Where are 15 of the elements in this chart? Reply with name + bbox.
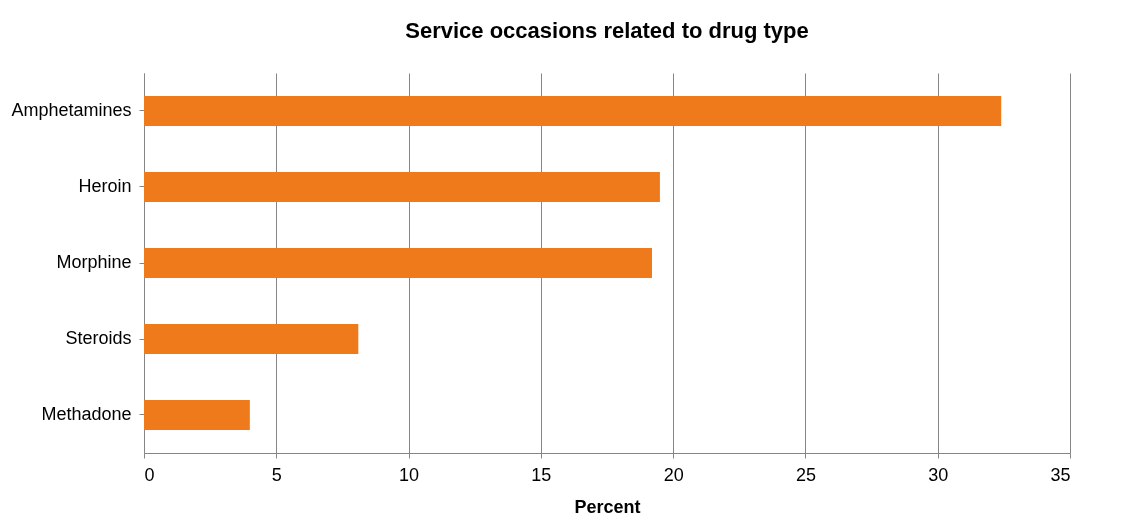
y-tick-label: Amphetamines	[11, 100, 132, 120]
x-tick-label: 0	[144, 464, 155, 485]
x-tick-label: 25	[795, 464, 816, 485]
chart-title: Service occasions related to drug type	[405, 18, 809, 43]
y-tick-label: Steroids	[65, 328, 132, 348]
y-tick-label: Heroin	[78, 176, 132, 196]
y-tick-label: Methadone	[41, 404, 132, 424]
x-axis-title: Percent	[574, 496, 641, 517]
y-tick-label: Morphine	[56, 252, 132, 272]
x-tick-label: 20	[663, 464, 684, 485]
x-tick-label: 15	[531, 464, 552, 485]
x-tick-label: 10	[399, 464, 420, 485]
x-tick-label: 30	[928, 464, 949, 485]
x-tick-label: 5	[271, 464, 282, 485]
x-tick-label: 35	[1050, 464, 1071, 485]
